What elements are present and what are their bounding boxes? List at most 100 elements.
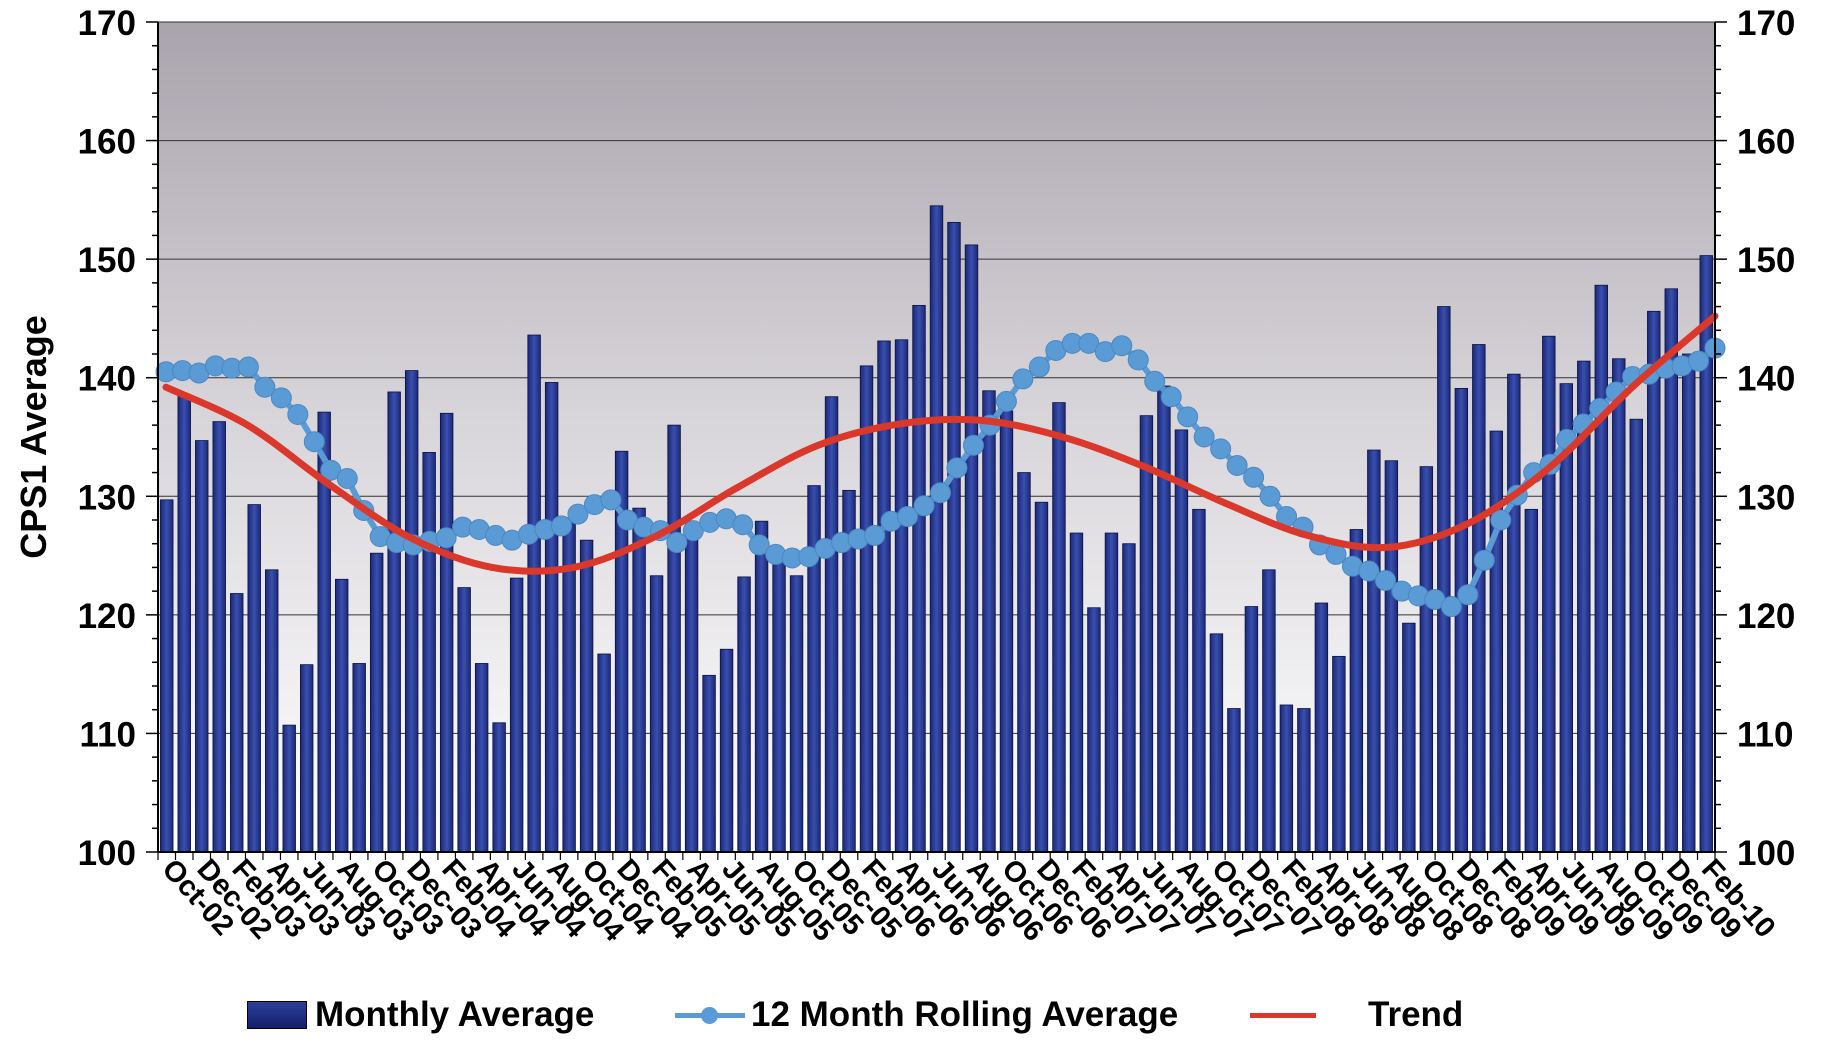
cps1-chart: 100 100 110 110 120 120 130 130 140 140 150 150 160 1… (13, 4, 1795, 948)
bar-monthly-average (1594, 284, 1608, 853)
bar-monthly-average (299, 664, 314, 853)
rolling-average-point (666, 532, 688, 554)
rolling-average-point (1111, 335, 1133, 357)
bar-monthly-average (1227, 708, 1241, 853)
bar-monthly-average (1524, 508, 1539, 853)
legend-bar-swatch (247, 1001, 307, 1029)
bar-monthly-average (929, 205, 944, 853)
bar-monthly-average (1192, 508, 1206, 853)
legend-label-trend: Trend (1368, 995, 1464, 1034)
bar-monthly-average (824, 396, 839, 853)
bar-monthly-average (964, 244, 979, 853)
bar-monthly-average (1244, 606, 1259, 853)
bar-monthly-average (1087, 607, 1101, 853)
y-tick-label-left: 160 (78, 123, 136, 162)
bar-monthly-average (1279, 704, 1294, 853)
rolling-average-point (897, 505, 919, 527)
bar-monthly-average (702, 674, 716, 853)
legend-item-trend: Trend (1250, 985, 1463, 1045)
rolling-average-point (303, 431, 325, 453)
bar-monthly-average (334, 578, 349, 853)
bar-monthly-average (1542, 335, 1556, 853)
y-tick-label-right: 150 (1737, 241, 1795, 280)
rolling-average-point (287, 403, 309, 425)
bar-monthly-average (160, 499, 174, 853)
y-tick-label-right: 110 (1737, 715, 1793, 754)
y-tick-label-left: 110 (80, 715, 136, 754)
bar-monthly-average (369, 552, 384, 853)
y-tick-label-right: 130 (1737, 478, 1795, 517)
rolling-average-point (995, 390, 1017, 412)
bar-monthly-average (1262, 569, 1276, 853)
y-tick-label-left: 120 (78, 597, 136, 636)
bar-monthly-average (982, 390, 996, 853)
rolling-average-point (1160, 386, 1182, 408)
bar-monthly-average (1454, 387, 1469, 853)
bar-monthly-average (754, 520, 769, 853)
rolling-average-point (1358, 560, 1380, 582)
bar-monthly-average (1157, 385, 1171, 853)
bar-monthly-average (1489, 430, 1504, 853)
bar-monthly-average (1209, 633, 1224, 853)
trend-line (162, 312, 1719, 575)
bar-monthly-average (632, 507, 646, 853)
bar-monthly-average (667, 424, 681, 853)
legend-item-monthly-average: Monthly Average (247, 985, 594, 1045)
rolling-average-point (962, 434, 984, 456)
bar-monthly-average (509, 577, 524, 853)
bar-monthly-average (1647, 310, 1661, 853)
bar-monthly-average (212, 421, 226, 853)
legend: Monthly Average 12 Month Rolling Average… (0, 985, 1825, 1045)
bar-monthly-average (1612, 358, 1626, 853)
bar-monthly-average (404, 370, 419, 853)
rolling-average-point (550, 515, 572, 537)
bar-monthly-average (719, 648, 734, 853)
rolling-average-point (1193, 426, 1215, 448)
rolling-average-point (1177, 406, 1199, 428)
bar-monthly-average (282, 724, 296, 853)
rolling-average-point (930, 482, 951, 504)
rolling-average-point (336, 468, 358, 489)
bar-monthly-average (544, 382, 559, 853)
bar-monthly-average (527, 334, 541, 853)
rolling-average-point (1226, 454, 1248, 476)
rolling-average-point (1127, 349, 1149, 371)
y-tick-label-left: 150 (78, 241, 136, 280)
bar-monthly-average (1402, 622, 1416, 853)
bar-monthly-average (1332, 655, 1346, 853)
rolling-average-point (320, 459, 342, 481)
rolling-average-point (435, 527, 457, 549)
rolling-average-point (237, 356, 259, 378)
rolling-average-point (1078, 332, 1100, 354)
rolling-average-point (732, 514, 754, 536)
bar-monthly-average (1104, 532, 1119, 853)
bar-monthly-average (1629, 418, 1643, 853)
rolling-average-point (1144, 370, 1166, 392)
bar-monthly-average (195, 440, 209, 853)
rolling-average-point (748, 534, 770, 556)
rolling-average-point (798, 546, 820, 568)
bar-monthly-average (439, 412, 454, 853)
rolling-average-point (1688, 350, 1710, 372)
rolling-average-point (864, 524, 886, 546)
bar-monthly-average (1437, 306, 1451, 853)
rolling-average-point (1490, 509, 1512, 531)
rolling-average-point (1457, 584, 1479, 606)
rolling-average-point (1374, 569, 1396, 591)
bar-monthly-average (265, 569, 279, 853)
bar-monthly-average (387, 391, 401, 853)
rolling-average-point (1440, 596, 1462, 618)
y-tick-label-right: 140 (1737, 360, 1795, 399)
bar-monthly-average (579, 539, 594, 853)
bar-monthly-average (737, 576, 751, 853)
bar-monthly-average (422, 452, 436, 853)
y-tick-label-right: 100 (1737, 834, 1795, 873)
bar-monthly-average (649, 575, 664, 853)
bar-monthly-average (912, 304, 926, 853)
bar-monthly-average (177, 395, 191, 853)
bar-monthly-average (999, 410, 1014, 853)
bar-monthly-average (1507, 373, 1521, 853)
bar-monthly-average (1139, 415, 1154, 853)
bar-monthly-average (1384, 460, 1399, 853)
